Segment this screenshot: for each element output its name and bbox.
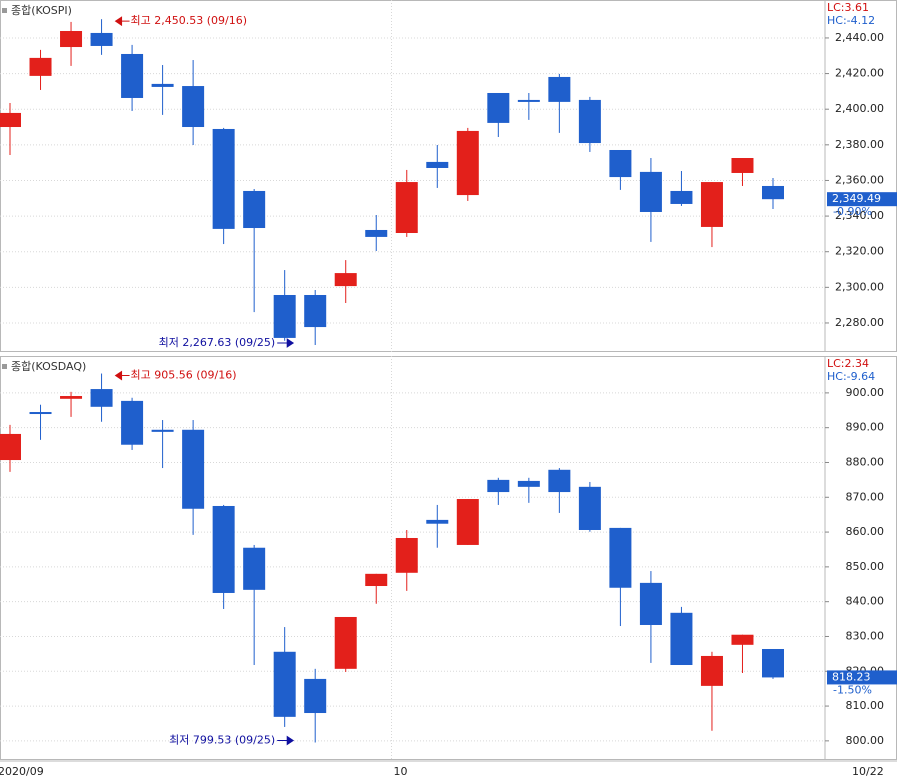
candle-body xyxy=(609,149,632,178)
title-icon xyxy=(2,8,7,13)
candle-body xyxy=(487,92,510,123)
y-tick-label: 2,340.00 xyxy=(835,209,884,222)
last-price-label: 2,349.49 xyxy=(832,192,881,205)
candle-body xyxy=(334,616,357,669)
candle-body xyxy=(29,57,52,76)
candle-body xyxy=(578,99,601,144)
candle-body xyxy=(487,479,510,493)
candle-body xyxy=(90,32,113,46)
chart-title: 종합(KOSPI) xyxy=(11,4,72,17)
candle-body xyxy=(243,547,266,590)
candle-body xyxy=(151,429,174,432)
candle-body xyxy=(121,400,144,445)
candle-body xyxy=(365,229,388,237)
candle-body xyxy=(334,273,357,287)
y-tick-label: 2,320.00 xyxy=(835,245,884,258)
candle-body xyxy=(639,171,662,212)
candle-body xyxy=(182,86,205,128)
chart-title: 종합(KOSDAQ) xyxy=(11,360,86,373)
candle-body xyxy=(395,537,418,573)
y-tick-label: 830.00 xyxy=(846,629,885,642)
last-price-label: 818.23 xyxy=(832,670,871,683)
high-annotation: 최고 2,450.53 (09/16) xyxy=(131,14,248,27)
candle-body xyxy=(456,130,479,196)
candle-body xyxy=(212,505,235,593)
y-tick-label: 870.00 xyxy=(846,490,885,503)
candle-body xyxy=(182,429,205,509)
high-arrow xyxy=(114,16,130,27)
candle-body xyxy=(365,573,388,587)
lc-label: LC:3.61 xyxy=(827,1,869,14)
change-label: -0.90% xyxy=(833,205,872,218)
low-arrow xyxy=(277,735,295,746)
y-tick-label: 2,440.00 xyxy=(835,31,884,44)
y-tick-label: 850.00 xyxy=(846,560,885,573)
candle-body xyxy=(304,678,327,714)
candle-body xyxy=(426,161,449,168)
low-annotation: 최저 799.53 (09/25) xyxy=(169,733,275,746)
candle-body xyxy=(670,190,693,204)
candle-body xyxy=(0,433,21,461)
y-tick-label: 810.00 xyxy=(846,699,885,712)
y-tick-label: 880.00 xyxy=(846,455,885,468)
candle-body xyxy=(60,396,83,399)
candle-body xyxy=(762,185,784,200)
high-annotation: 최고 905.56 (09/16) xyxy=(131,369,237,382)
y-tick-label: 2,380.00 xyxy=(835,138,884,151)
candle-body xyxy=(60,30,83,48)
candle-body xyxy=(700,182,723,227)
candle-body xyxy=(517,480,540,487)
candle-body xyxy=(90,389,113,407)
lc-label: LC:2.34 xyxy=(827,357,869,370)
candle-body xyxy=(121,53,144,98)
x-tick-label: 2020/09 xyxy=(0,765,44,778)
candle-body xyxy=(731,634,754,645)
low-arrow xyxy=(277,338,295,348)
y-tick-label: 860.00 xyxy=(846,525,885,538)
candle-body xyxy=(456,499,479,545)
candle-body xyxy=(395,182,418,234)
candle-body xyxy=(548,469,571,493)
candle-body xyxy=(243,190,266,229)
candle-body xyxy=(731,158,754,173)
candle-body xyxy=(762,648,784,678)
candle-body xyxy=(517,99,540,102)
y-tick-label: 2,420.00 xyxy=(835,67,884,80)
candle-body xyxy=(639,582,662,625)
candle-body xyxy=(578,486,601,530)
y-tick-label: 2,280.00 xyxy=(835,316,884,329)
last-price-box xyxy=(827,670,897,685)
candle-body xyxy=(548,76,571,102)
hc-label: HC:-9.64 xyxy=(827,370,875,383)
title-icon xyxy=(2,364,7,369)
y-tick-label: 2,300.00 xyxy=(835,280,884,293)
y-tick-label: 800.00 xyxy=(846,734,885,747)
change-label: -1.50% xyxy=(833,683,872,696)
last-date-label: 10/22 xyxy=(852,765,884,778)
candle-body xyxy=(0,112,21,128)
candle-body xyxy=(700,655,723,686)
candle-body xyxy=(273,294,296,338)
high-arrow xyxy=(114,370,130,381)
low-annotation: 최저 2,267.63 (09/25) xyxy=(159,336,276,349)
candle-body xyxy=(29,412,52,415)
y-tick-label: 2,400.00 xyxy=(835,102,884,115)
candle-body xyxy=(212,128,235,229)
y-tick-label: 2,360.00 xyxy=(835,173,884,186)
candle-body xyxy=(273,651,296,717)
hc-label: HC:-4.12 xyxy=(827,14,875,27)
candle-body xyxy=(151,83,174,87)
candle-body xyxy=(304,294,327,328)
candle-body xyxy=(670,612,693,666)
y-tick-label: 900.00 xyxy=(846,386,885,399)
y-tick-label: 840.00 xyxy=(846,595,885,608)
y-tick-label: 890.00 xyxy=(846,421,885,434)
candle-body xyxy=(609,527,632,588)
x-tick-label: 10 xyxy=(394,765,408,778)
last-price-box xyxy=(827,192,897,207)
candle-body xyxy=(426,519,449,524)
